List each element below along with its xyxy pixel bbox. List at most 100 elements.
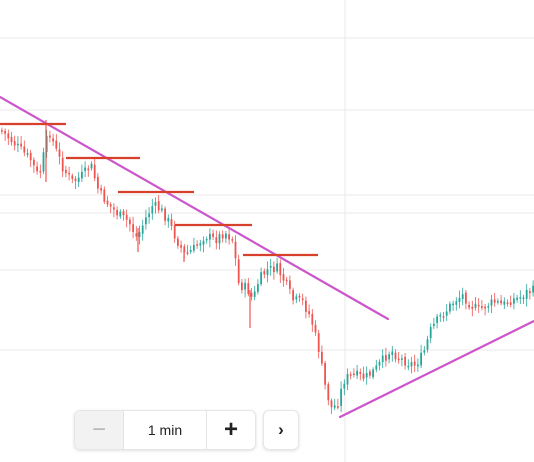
candle-body <box>71 175 74 179</box>
candle-body <box>289 280 291 289</box>
candle-body <box>401 358 403 360</box>
candle-body <box>55 140 58 149</box>
candle-body <box>474 303 477 308</box>
candle-body <box>196 244 198 246</box>
candle-body <box>29 152 32 161</box>
candle-body <box>125 214 128 220</box>
candle-body <box>77 177 80 183</box>
candle-body <box>330 400 333 408</box>
candle-body <box>42 152 45 172</box>
candle-body <box>218 234 221 244</box>
candle-body <box>442 316 445 318</box>
candle-body <box>237 259 240 283</box>
candle-body <box>369 371 371 376</box>
candle-body <box>465 292 467 304</box>
plus-icon: + <box>223 416 238 443</box>
candle-body <box>164 208 166 221</box>
candle-body <box>317 333 320 353</box>
candle-body <box>333 405 336 408</box>
candle-body <box>516 297 518 300</box>
candle-body <box>497 301 499 303</box>
candle-body <box>279 263 282 276</box>
candle-body <box>177 238 179 246</box>
candle-body <box>340 388 342 406</box>
candle-body <box>417 364 419 367</box>
candle-body <box>58 149 61 157</box>
candle-body <box>10 137 13 143</box>
candle-body <box>269 265 272 268</box>
candle-body <box>33 159 35 166</box>
candle-body <box>209 233 211 240</box>
candle-body <box>13 141 16 146</box>
candle-body <box>381 355 384 362</box>
candle-body <box>215 237 218 244</box>
candle-body <box>170 219 173 226</box>
candle-body <box>423 350 426 353</box>
candle-body <box>116 209 118 216</box>
candle-body <box>509 302 512 305</box>
zoom-in-button[interactable]: + <box>206 411 255 449</box>
candle-body <box>292 290 294 301</box>
candle-body <box>23 146 26 153</box>
candle-body <box>113 207 115 210</box>
candle-body <box>74 178 77 182</box>
candle-body <box>298 295 301 298</box>
candle-body <box>276 263 278 272</box>
candle-body <box>487 306 490 308</box>
candle-body <box>273 266 275 273</box>
candle-body <box>458 297 461 303</box>
candle-body <box>141 225 144 234</box>
candle-body <box>1 130 3 132</box>
candle-body <box>529 291 531 294</box>
candle-body <box>301 298 304 301</box>
candle-body <box>321 351 323 364</box>
candle-body <box>394 352 397 360</box>
candlestick-series <box>1 120 534 414</box>
candle-body <box>135 233 138 237</box>
candle-body <box>173 224 176 239</box>
candle-body <box>266 269 269 275</box>
candle-body <box>189 249 192 252</box>
candle-body <box>532 285 534 293</box>
candle-body <box>356 370 358 376</box>
next-button[interactable]: › <box>263 410 299 450</box>
candle-body <box>513 298 515 304</box>
candle-body <box>81 171 83 179</box>
candle-body <box>461 294 464 300</box>
candle-body <box>167 217 170 222</box>
candle-body <box>314 324 317 333</box>
candle-body <box>45 136 48 153</box>
candle-body <box>151 206 154 214</box>
candle-body <box>154 202 157 206</box>
candle-body <box>244 282 246 290</box>
candle-body <box>388 354 390 360</box>
candle-body <box>253 291 256 297</box>
candle-body <box>378 361 381 366</box>
candle-body <box>471 306 474 309</box>
zoom-out-button[interactable]: − <box>75 411 124 449</box>
candle-body <box>324 362 326 385</box>
candle-body <box>327 384 330 401</box>
candle-body <box>305 300 307 312</box>
candle-body <box>500 300 502 304</box>
candle-body <box>205 238 208 241</box>
candle-body <box>455 301 458 305</box>
candle-body <box>285 279 288 282</box>
candle-body <box>349 374 352 376</box>
descending-trendline <box>0 95 390 321</box>
interval-label[interactable]: 1 min <box>147 422 183 438</box>
candle-body <box>61 157 64 172</box>
candle-body <box>429 327 432 339</box>
candle-body <box>148 213 150 218</box>
candle-body <box>404 356 406 366</box>
candle-body <box>372 369 374 378</box>
candle-body <box>477 304 480 307</box>
candle-body <box>68 172 70 175</box>
candle-body <box>449 303 451 312</box>
candle-body <box>365 372 368 378</box>
interval-toolbar: − 1 min + <box>74 410 256 450</box>
candle-body <box>231 239 234 241</box>
candle-body <box>490 299 493 306</box>
candle-body <box>87 168 90 171</box>
